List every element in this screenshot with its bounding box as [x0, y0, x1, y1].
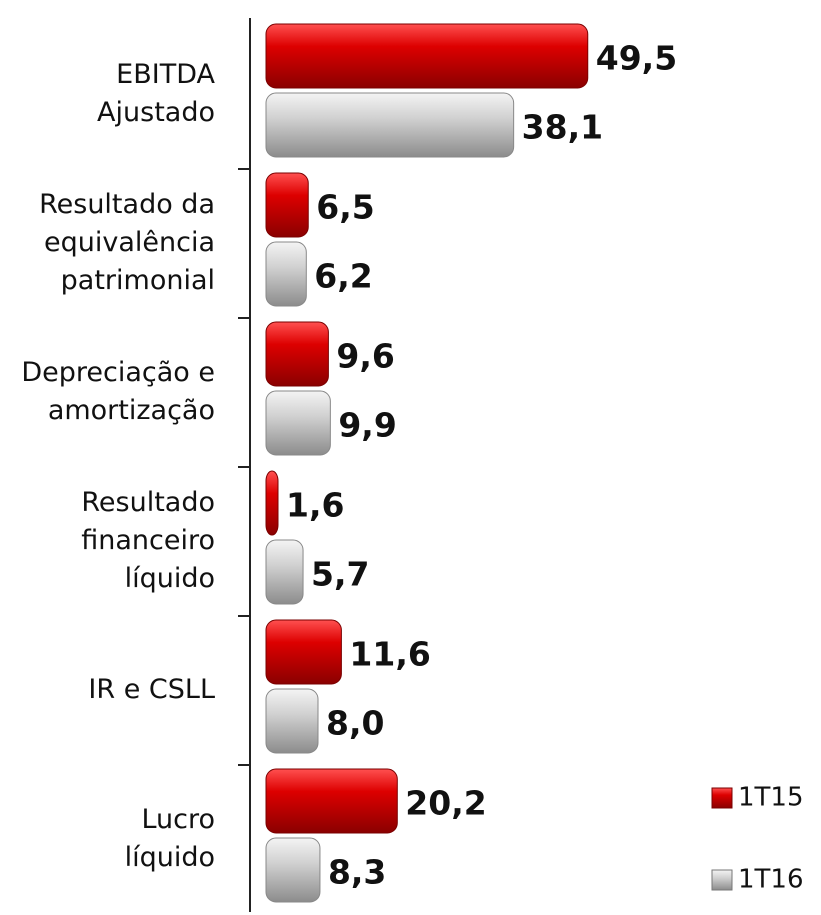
- category-label: Lucro: [141, 804, 215, 835]
- bar: [265, 688, 319, 754]
- bar: [265, 321, 329, 387]
- value-label: 6,2: [314, 257, 372, 296]
- bar: [265, 390, 331, 456]
- category-label: amortização: [48, 395, 215, 426]
- category-label: Ajustado: [97, 97, 215, 128]
- value-label: 11,6: [349, 635, 430, 674]
- value-label: 49,5: [596, 39, 677, 78]
- legend-label: 1T15: [738, 783, 804, 813]
- bar: [265, 23, 589, 89]
- value-label: 8,0: [326, 704, 384, 743]
- value-label: 9,9: [338, 406, 396, 445]
- category-label: equivalência: [44, 227, 215, 258]
- category-label: Resultado: [81, 487, 215, 518]
- value-label: 9,6: [336, 337, 394, 376]
- value-label: 5,7: [311, 555, 369, 594]
- category-label: líquido: [125, 563, 215, 594]
- category-label: financeiro: [81, 525, 215, 556]
- category-label: Depreciação e: [21, 357, 215, 388]
- legend-swatch: [711, 787, 733, 809]
- value-label: 20,2: [405, 784, 486, 823]
- value-label: 8,3: [328, 853, 386, 892]
- value-label: 38,1: [522, 108, 603, 147]
- legend-label: 1T16: [738, 865, 804, 895]
- category-label: EBITDA: [116, 59, 215, 90]
- value-label: 1,6: [286, 486, 344, 525]
- category-label: Resultado da: [39, 189, 215, 220]
- bar: [265, 619, 342, 685]
- legend-swatch: [711, 869, 733, 891]
- category-label: patrimonial: [61, 265, 215, 296]
- category-label: IR e CSLL: [88, 674, 215, 705]
- bar: [265, 241, 307, 307]
- value-label: 6,5: [316, 188, 374, 227]
- bar: [265, 470, 279, 536]
- category-label: líquido: [125, 842, 215, 873]
- bar: [265, 539, 304, 605]
- bar: [265, 768, 398, 834]
- bar: [265, 837, 321, 903]
- bar: [265, 172, 309, 238]
- bar: [265, 92, 515, 158]
